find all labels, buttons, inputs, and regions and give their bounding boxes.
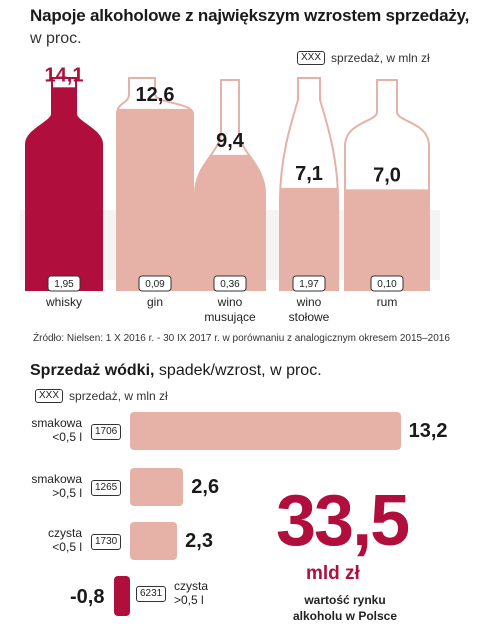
category-label: czysta >0,5 l xyxy=(174,579,208,607)
data-label: 7,1 xyxy=(295,163,323,185)
sales-box: 6231 xyxy=(136,586,167,602)
data-label: 14,1 xyxy=(45,64,84,86)
bar-smakowa-0 xyxy=(130,412,401,450)
vodka-title-bold: Sprzedaż wódki, xyxy=(30,362,155,379)
total-desc-line2: alkoholu w Polsce xyxy=(292,609,398,623)
category-label: wino xyxy=(296,295,322,309)
category-label: musujące xyxy=(204,310,256,324)
category-label: stołowe xyxy=(289,310,330,324)
data-label: 7,0 xyxy=(373,164,401,186)
sales-box: 1265 xyxy=(91,480,122,496)
category-line: smakowa xyxy=(31,416,82,430)
bar-smakowa-1 xyxy=(130,468,184,506)
category-label: wino xyxy=(217,295,243,309)
bar-czysta-3 xyxy=(113,576,130,616)
sales-box xyxy=(370,275,404,292)
category-label: whisky xyxy=(45,295,82,309)
category-line: czysta xyxy=(174,579,209,593)
category-line: >0,5 l xyxy=(174,593,204,607)
legend-text: sprzedaż, w mln zł xyxy=(331,51,430,65)
category-line: <0,5 l xyxy=(52,540,82,554)
sales-box: 1730 xyxy=(91,534,122,550)
bar-gin xyxy=(117,108,193,290)
total-market-value: 33,5 xyxy=(276,481,410,561)
category-label: rum xyxy=(377,295,398,309)
bottle-chart: 14,11,95whisky12,60,09gin9,40,36winomusu… xyxy=(20,64,440,324)
total-desc-line1: wartość rynku xyxy=(304,593,386,607)
category-label: czysta <0,5 l xyxy=(10,526,82,554)
sales-box xyxy=(47,275,81,292)
sales-box xyxy=(292,275,326,292)
chart-subtitle: w proc. xyxy=(30,30,82,47)
vodka-title-rest: spadek/wzrost, w proc. xyxy=(154,362,322,379)
total-market-unit: mld zł xyxy=(306,563,360,584)
category-label: gin xyxy=(147,295,163,309)
legend-box: XXX xyxy=(35,389,64,403)
category-line: <0,5 l xyxy=(52,430,82,444)
category-line: >0,5 l xyxy=(52,486,82,500)
legend-text: sprzedaż, w mln zł xyxy=(69,389,168,403)
legend-box: XXX xyxy=(297,51,326,65)
sales-value: 0,10 xyxy=(377,279,397,290)
bar-wino-musujące xyxy=(195,154,265,290)
category-label: smakowa >0,5 l xyxy=(10,472,82,500)
data-label: 2,3 xyxy=(185,530,213,552)
sales-value: 1,97 xyxy=(299,279,319,290)
category-label: smakowa <0,5 l xyxy=(10,416,82,444)
sales-box: 1706 xyxy=(91,424,122,440)
data-label: 12,6 xyxy=(136,84,175,106)
data-label: -0,8 xyxy=(70,586,105,608)
sales-value: 0,36 xyxy=(220,279,240,290)
bar-rum xyxy=(345,189,429,290)
total-market-description: wartość rynku alkoholu w Polsce xyxy=(280,592,410,624)
sales-value: 1,95 xyxy=(54,279,74,290)
sales-value: 0,09 xyxy=(145,279,165,290)
legend-bottom: XXX sprzedaż, w mln zł xyxy=(35,389,168,403)
sales-box xyxy=(213,275,247,292)
category-line: czysta xyxy=(47,526,82,540)
data-label: 9,4 xyxy=(216,130,245,152)
data-label: 2,6 xyxy=(191,476,220,498)
chart-title: Napoje alkoholowe z największym wzrostem… xyxy=(30,6,470,25)
source-note: Źródło: Nielsen: 1 X 2016 r. - 30 IX 201… xyxy=(33,333,450,344)
bar-czysta-2 xyxy=(130,522,178,560)
category-line: smakowa xyxy=(31,472,82,486)
data-label: 13,2 xyxy=(408,420,448,442)
bar-wino-stołowe xyxy=(280,187,338,290)
sales-box xyxy=(138,275,172,292)
legend-top: XXX sprzedaż, w mln zł xyxy=(297,51,430,65)
vodka-title: Sprzedaż wódki, spadek/wzrost, w proc. xyxy=(30,362,322,380)
